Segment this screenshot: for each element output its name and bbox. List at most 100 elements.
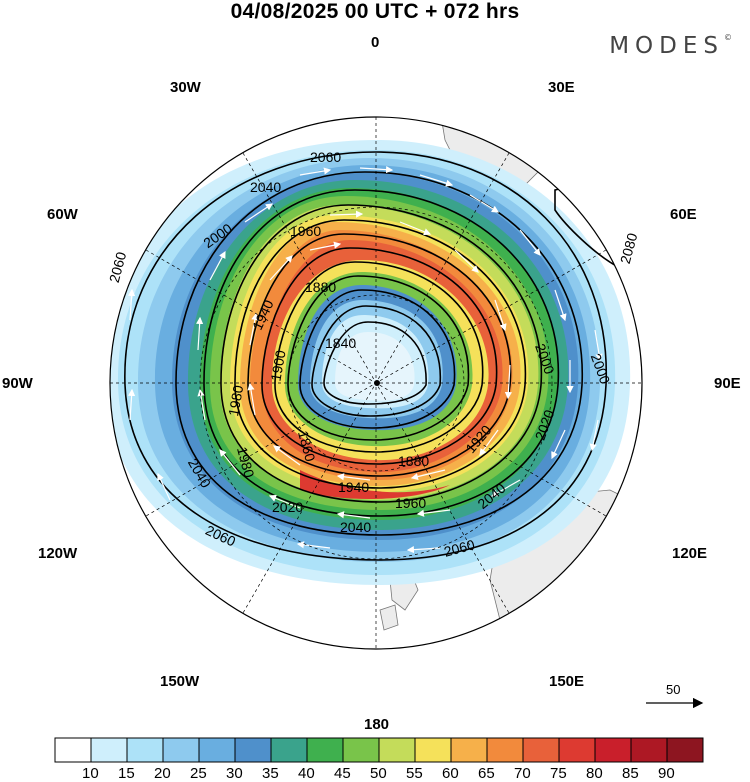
wind-arrow (219, 449, 241, 476)
contour-1860 (311, 305, 442, 417)
lon-label-60w: 60W (47, 206, 78, 223)
contour-2020 (203, 189, 560, 517)
colorbar-swatch (486, 737, 524, 763)
wind-arrow (589, 419, 599, 452)
wind-arrow (504, 364, 512, 400)
inner-core (335, 332, 415, 401)
colorbar-tick-label: 35 (262, 765, 279, 782)
wind-arrow (128, 288, 136, 321)
wind-arrow (359, 166, 394, 174)
colorbar-tick-label: 20 (154, 765, 171, 782)
colorbar-swatch (342, 737, 380, 763)
lon-label-30e: 30E (548, 79, 575, 96)
new-zealand-south (379, 604, 399, 631)
contour-label: 1960 (395, 495, 426, 511)
shade-80 (300, 470, 450, 500)
colorbar-tick-label: 30 (226, 765, 243, 782)
lon-label-90w: 90W (2, 375, 33, 392)
colorbar-swatch (126, 737, 164, 763)
wind-arrow (490, 479, 521, 497)
colorbar-swatch (522, 737, 560, 763)
lon-label-150e: 150E (549, 673, 585, 690)
wind-arrow (273, 445, 301, 466)
wind-arrow (494, 299, 507, 332)
wind-arrow (419, 174, 454, 187)
contour-1900 (287, 275, 470, 441)
contour-label: 1840 (325, 335, 356, 351)
colorbar-tick-label: 80 (586, 765, 603, 782)
map-boundary (109, 116, 643, 650)
lon-label-90e: 90E (714, 375, 741, 392)
colorbar-tick-label: 25 (190, 765, 207, 782)
colorbar-swatch (414, 737, 452, 763)
contour-label: 2060 (442, 536, 476, 560)
wind-arrow (157, 472, 171, 501)
colorbar-tick-label: 60 (442, 765, 459, 782)
contour-label: 1880 (305, 279, 336, 295)
brand-logo: MODES© (609, 33, 732, 59)
wind-arrow (299, 167, 332, 176)
wind-arrow (197, 388, 206, 421)
contour-label: 1940 (338, 479, 369, 495)
colorbar-tick-label: 55 (406, 765, 423, 782)
wind-arrow (469, 194, 500, 213)
colorbar-swatch (270, 737, 308, 763)
map-title: 04/08/2025 00 UTC + 072 hrs (230, 0, 520, 23)
colorbar-tick-label: 10 (82, 765, 99, 782)
wind-arrow (479, 429, 499, 456)
colorbar-tick-label: 50 (370, 765, 387, 782)
wind-arrow (594, 329, 603, 362)
contour-label: 1900 (267, 349, 288, 383)
wind-arrow (209, 250, 226, 281)
lon-label-120e: 120E (672, 545, 708, 562)
colorbar-tick-label: 65 (478, 765, 495, 782)
wind-vectors (128, 166, 603, 554)
colorbar-swatch (594, 737, 632, 763)
contour-2060 (124, 151, 607, 561)
wind-arrow (406, 546, 441, 554)
contour-label: 2060 (106, 250, 130, 284)
colorbar-tick-label: 90 (658, 765, 675, 782)
colorbar (54, 737, 704, 763)
lon-label-60e: 60E (670, 206, 697, 223)
colorbar-swatch (198, 737, 236, 763)
wind-arrow (329, 210, 364, 218)
contour-label: 2040 (250, 179, 281, 195)
contour-label: 1980 (234, 445, 258, 479)
contour-1920 (274, 261, 484, 453)
contour-1840 (323, 321, 427, 405)
contour-2000 (220, 204, 543, 503)
wind-arrow (128, 388, 136, 421)
colorbar-tick-label: 15 (118, 765, 135, 782)
madagascar-region (589, 149, 642, 231)
wind-arrow (249, 312, 259, 346)
wind-arrow (247, 382, 256, 416)
contour-1960 (247, 233, 512, 477)
wind-arrow (336, 473, 371, 481)
pole-center-dot-icon (374, 380, 380, 386)
lon-label-180: 180 (364, 716, 390, 733)
wind-arrow (269, 255, 293, 281)
contour-label: 2040 (340, 519, 371, 535)
lon-label-0: 0 (371, 34, 380, 51)
colorbar-tick-label: 45 (334, 765, 351, 782)
colorbar-swatch (306, 737, 344, 763)
contour-1880 (299, 289, 456, 429)
lon-label-30w: 30W (170, 79, 201, 96)
wind-arrow (196, 316, 204, 351)
wind-arrow (399, 221, 432, 236)
contour-label: 2020 (272, 499, 303, 515)
colorbar-swatch (378, 737, 416, 763)
colorbar-swatch (666, 737, 704, 763)
wind-reference-label: 50 (666, 682, 681, 697)
brand-name: MODES (609, 33, 724, 59)
lon-label-120w: 120W (38, 545, 78, 562)
colorbar-tick-label: 85 (622, 765, 639, 782)
wind-arrow (454, 249, 479, 273)
contour-label: 1980 (225, 384, 246, 418)
wind-arrow (416, 509, 451, 517)
colorbar-swatch (558, 737, 596, 763)
colorbar-swatch (630, 737, 668, 763)
